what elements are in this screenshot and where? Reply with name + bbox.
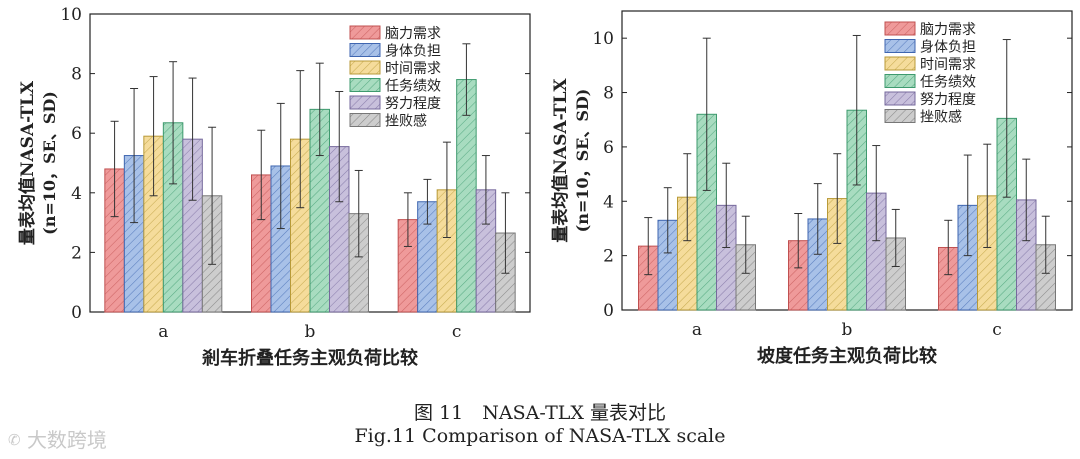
y-tick-label: 6 bbox=[71, 124, 82, 144]
figure-caption-en: Fig.11 Comparison of NASA-TLX scale bbox=[354, 425, 726, 447]
legend-swatch bbox=[884, 109, 916, 123]
legend-swatch bbox=[349, 78, 381, 92]
y-tick-label: 2 bbox=[603, 247, 614, 267]
legend-swatch bbox=[884, 74, 916, 88]
legend-swatch bbox=[884, 91, 916, 106]
x-tick-label: c bbox=[452, 322, 462, 342]
legend-label: 脑力需求 bbox=[920, 22, 976, 38]
watermark-logo-icon: ✆ bbox=[8, 431, 21, 449]
legend-label: 脑力需求 bbox=[385, 26, 441, 42]
legend-swatch bbox=[349, 60, 381, 75]
legend-swatch bbox=[349, 113, 381, 127]
y-tick-label: 6 bbox=[603, 138, 614, 158]
legend-label: 时间需求 bbox=[385, 61, 441, 77]
legend-label: 挫败感 bbox=[920, 109, 962, 126]
y-tick-label: 10 bbox=[592, 29, 614, 49]
y-tick-label: 10 bbox=[60, 5, 82, 25]
legend-label: 努力程度 bbox=[920, 92, 976, 108]
x-tick-label: a bbox=[692, 320, 702, 340]
legend-swatch bbox=[884, 56, 916, 71]
legend-label: 时间需求 bbox=[920, 57, 976, 73]
x-tick-label: b bbox=[305, 322, 316, 342]
y-axis-title: 量表均值NASA-TLX bbox=[17, 80, 38, 245]
y-tick-label: 4 bbox=[603, 192, 614, 212]
y-axis-subtitle: (n=10，SE、SD) bbox=[40, 91, 59, 235]
y-tick-label: 2 bbox=[71, 243, 82, 263]
legend-label: 任务绩效 bbox=[385, 79, 441, 95]
legend-label: 身体负担 bbox=[920, 40, 976, 56]
x-tick-label: c bbox=[992, 320, 1002, 340]
legend-label: 努力程度 bbox=[385, 96, 441, 112]
legend-swatch bbox=[884, 39, 916, 53]
figure-caption-zh: 图 11 NASA-TLX 量表对比 bbox=[414, 402, 666, 424]
legend-swatch bbox=[884, 21, 916, 36]
legend-label: 身体负担 bbox=[385, 44, 441, 60]
chart-brake-folding: 0 2 4 6 8 10 a b c 脑力需求身体负担时间需求任务绩效努力程度挫败感剎车折叠任务主… bbox=[17, 5, 531, 369]
legend-label: 挫败感 bbox=[385, 113, 427, 130]
x-tick-label: a bbox=[158, 322, 168, 342]
y-tick-label: 8 bbox=[603, 84, 614, 104]
legend-swatch bbox=[349, 43, 381, 57]
watermark-text: 大数跨境 bbox=[26, 428, 107, 452]
x-axis-title: 剎车折叠任务主观负荷比较 bbox=[201, 347, 418, 369]
y-tick-label: 8 bbox=[71, 65, 82, 85]
chart-slope-task: 0 2 4 6 8 10 a b c 脑力需求身体负担时间需求任务绩效努力程度挫败感坡度任务主观负… bbox=[550, 10, 1073, 367]
y-axis-title: 量表均值NASA-TLX bbox=[550, 78, 571, 243]
watermark: ✆ 大数跨境 bbox=[8, 424, 107, 453]
y-tick-label: 0 bbox=[71, 303, 82, 323]
legend-label: 任务绩效 bbox=[920, 75, 976, 91]
legend-swatch bbox=[349, 95, 381, 110]
legend-swatch bbox=[349, 25, 381, 40]
y-tick-label: 0 bbox=[603, 301, 614, 321]
x-axis-title: 坡度任务主观负荷比较 bbox=[757, 345, 937, 367]
y-tick-label: 4 bbox=[71, 184, 82, 204]
x-tick-label: b bbox=[842, 320, 853, 340]
y-axis-subtitle: (n=10，SE、SD) bbox=[573, 89, 592, 233]
